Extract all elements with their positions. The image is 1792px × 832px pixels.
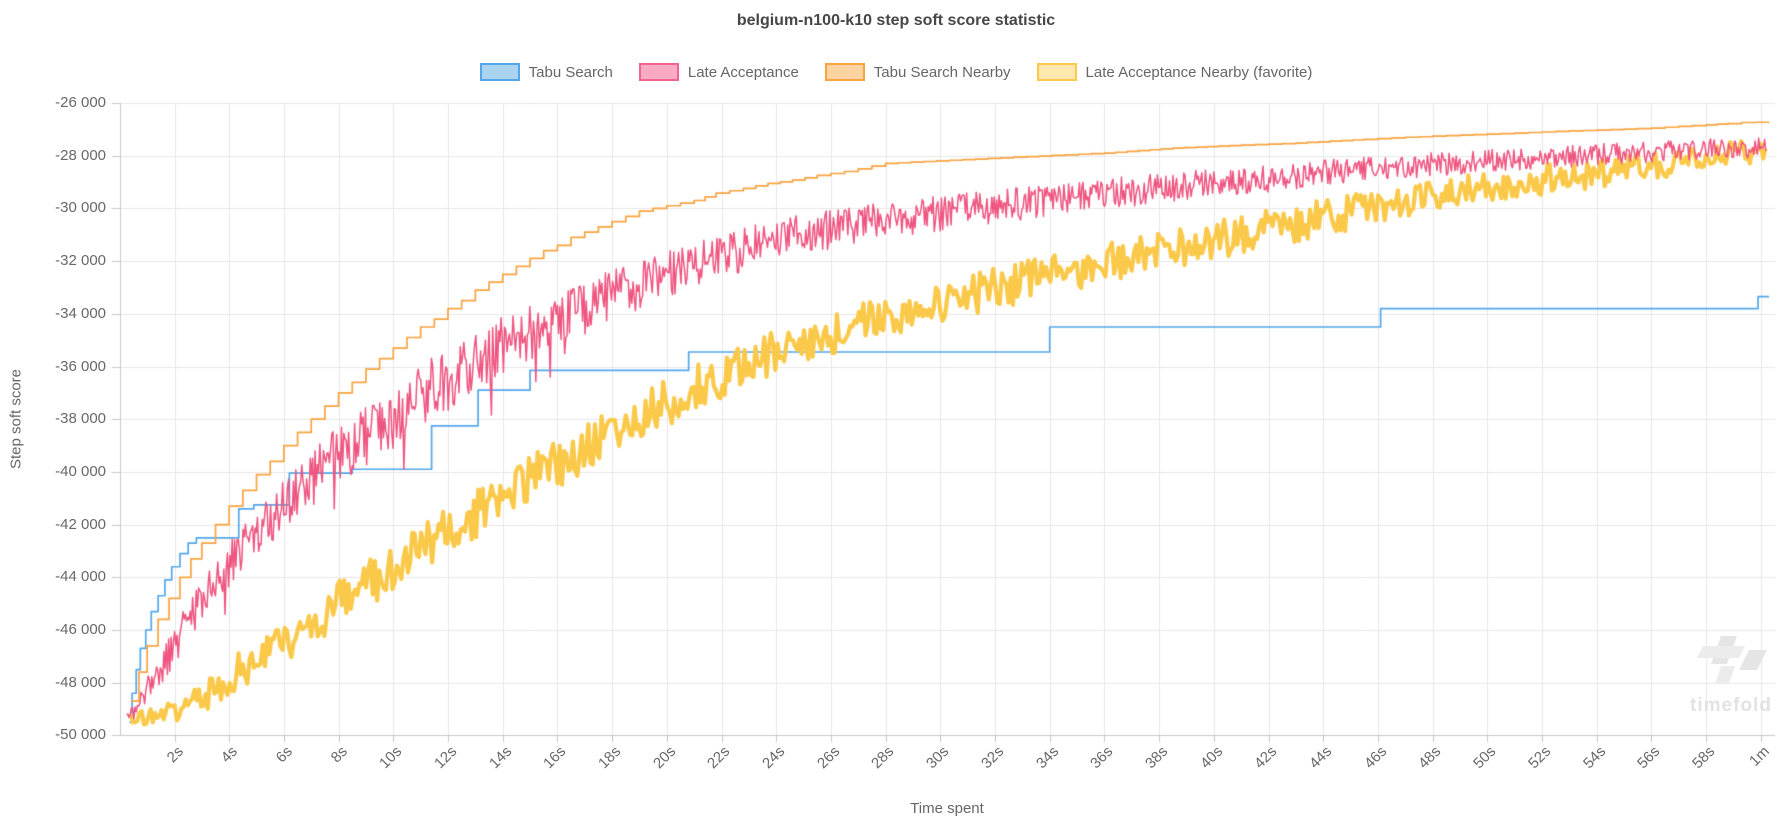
y-tick-label: -34 000 [55, 304, 106, 322]
legend-item-label: Tabu Search Nearby [873, 63, 1011, 81]
legend-swatch-icon [479, 63, 520, 81]
legend-item-3[interactable]: Late Acceptance Nearby (favorite) [1036, 63, 1313, 81]
y-tick-label: -42 000 [55, 515, 106, 533]
x-axis-title: Time spent [910, 800, 984, 817]
legend-item-2[interactable]: Tabu Search Nearby [824, 63, 1011, 81]
legend-swatch-icon [824, 63, 865, 81]
watermark-text: timefold [1690, 695, 1772, 716]
legend-swatch-icon [1036, 63, 1077, 81]
timefold-logo-icon [1697, 636, 1767, 684]
legend-item-label: Tabu Search [528, 63, 613, 81]
timefold-watermark: timefold [1676, 636, 1786, 717]
legend-item-label: Late Acceptance Nearby (favorite) [1085, 63, 1313, 81]
legend-item-1[interactable]: Late Acceptance [638, 63, 799, 81]
legend-swatch-icon [638, 63, 679, 81]
chart-title: belgium-n100-k10 step soft score statist… [736, 12, 1056, 29]
y-tick-label: -38 000 [55, 410, 106, 428]
y-tick-label: -50 000 [55, 726, 106, 744]
y-tick-label: -32 000 [55, 252, 106, 270]
y-tick-label: -40 000 [55, 462, 106, 480]
legend: Tabu Search Late Acceptance Tabu Search Ne… [0, 63, 1792, 81]
y-tick-label: -28 000 [55, 146, 106, 164]
y-tick-label: -44 000 [55, 568, 106, 586]
y-axis-title: Step soft score [7, 368, 25, 470]
y-tick-label: -46 000 [55, 621, 106, 638]
y-tick-label: -36 000 [55, 357, 106, 375]
legend-item-0[interactable]: Tabu Search [479, 63, 613, 81]
legend-item-label: Late Acceptance [687, 63, 799, 81]
y-tick-label: -30 000 [55, 199, 106, 217]
y-tick-label: -48 000 [55, 673, 106, 691]
y-tick-label: -26 000 [55, 94, 106, 111]
